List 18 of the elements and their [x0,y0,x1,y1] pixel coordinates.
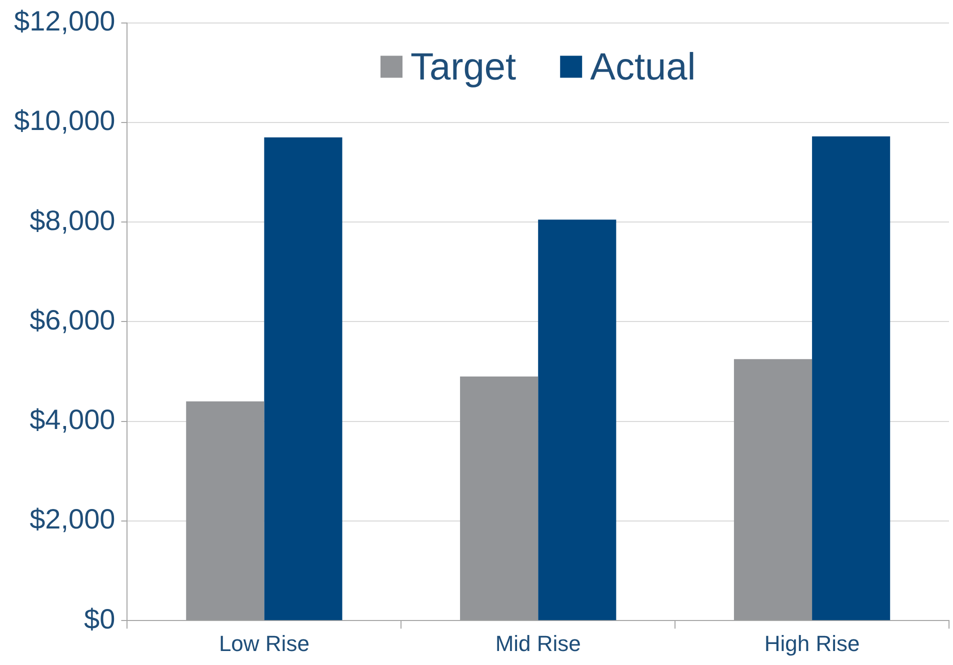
y-tick-label: $12,000 [14,6,116,37]
bar [264,137,342,620]
y-tick-label: $8,000 [30,204,116,236]
y-tick-label: $4,000 [30,404,116,436]
y-tick-label: $0 [84,603,116,634]
bar [734,359,812,620]
x-tick-label: Mid Rise [495,630,581,656]
y-tick-label: $2,000 [30,504,116,535]
bar [812,136,890,620]
bar [186,401,264,620]
bar [460,376,538,620]
y-tick-label: $6,000 [30,304,116,336]
legend-label: Target [410,46,517,88]
x-tick-label: High Rise [764,630,860,656]
x-tick-label: Low Rise [218,630,310,656]
legend-label: Actual [590,46,696,88]
bar [538,220,616,620]
y-tick-label: $10,000 [14,105,116,136]
